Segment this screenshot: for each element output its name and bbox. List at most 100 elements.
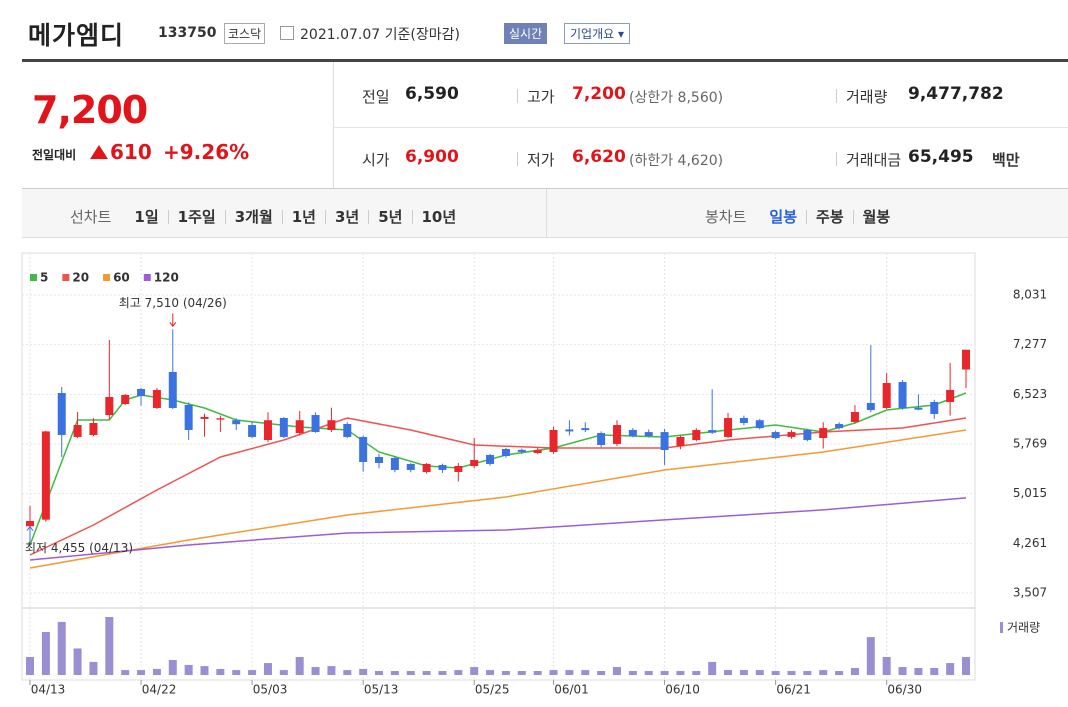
value: 6,900 bbox=[405, 147, 459, 167]
period-tab[interactable]: 1주일 bbox=[167, 209, 225, 224]
base-date: 2021.07.07 기준(장마감) bbox=[300, 27, 460, 43]
volume-bar bbox=[137, 670, 146, 675]
period-tab[interactable]: 일봉 bbox=[769, 207, 798, 226]
candle-body bbox=[232, 420, 241, 425]
volume-bar bbox=[406, 671, 415, 675]
candle-body bbox=[486, 455, 495, 464]
candle-body bbox=[73, 425, 82, 437]
label: 저가 bbox=[527, 151, 555, 169]
volume-bar bbox=[850, 667, 859, 675]
candle-body bbox=[787, 432, 796, 437]
volume-bar bbox=[89, 661, 98, 675]
volume-bar bbox=[962, 657, 970, 675]
calendar-icon bbox=[280, 26, 294, 40]
volume-bar bbox=[184, 664, 193, 675]
period-tab[interactable]: 1년 bbox=[281, 209, 325, 224]
candle-body bbox=[454, 466, 463, 472]
tab-bar bbox=[22, 189, 1068, 238]
candle-body bbox=[882, 383, 891, 408]
legend-swatch bbox=[143, 274, 151, 281]
value: 9,477,782 bbox=[908, 84, 1004, 104]
volume-bar bbox=[898, 667, 907, 675]
volume-bar bbox=[866, 637, 875, 675]
volume-bar bbox=[248, 670, 257, 675]
period-tab[interactable]: 3년 bbox=[325, 209, 368, 224]
candle-body bbox=[914, 407, 923, 410]
company-button[interactable]: 기업개요 ▾ bbox=[564, 23, 631, 44]
volume-bar bbox=[676, 671, 685, 675]
volume-bar bbox=[739, 670, 748, 675]
note: (하한가 4,620) bbox=[629, 153, 724, 169]
candle-body bbox=[628, 429, 637, 437]
volume-bar bbox=[724, 670, 733, 675]
x-tick-label: 04/22 bbox=[142, 683, 177, 697]
change: 610 bbox=[110, 140, 152, 164]
volume-bar bbox=[121, 670, 130, 675]
legend-label: 60 bbox=[113, 271, 130, 285]
volume-bar bbox=[41, 631, 50, 675]
realtime-button[interactable]: 실시간 bbox=[504, 23, 548, 44]
volume-bar bbox=[692, 671, 701, 675]
divider bbox=[334, 127, 1068, 128]
y-tick-label: 3,507 bbox=[1013, 586, 1047, 600]
candle-chart-tabs: 봉차트 일봉 주봉 월봉 bbox=[705, 206, 899, 227]
y-tick-label: 6,523 bbox=[1013, 387, 1047, 401]
candle-body bbox=[581, 428, 590, 431]
period-tab[interactable]: 1일 bbox=[134, 207, 159, 226]
label: 거래량 bbox=[846, 88, 888, 106]
moving-average-line bbox=[29, 392, 967, 546]
candle-body bbox=[517, 449, 526, 452]
volume-bar bbox=[501, 671, 510, 675]
period-tab[interactable]: 5년 bbox=[368, 209, 411, 224]
legend-swatch bbox=[62, 274, 70, 281]
candle-body bbox=[152, 389, 161, 408]
y-tick-label: 4,261 bbox=[1013, 536, 1047, 550]
change-label: 전일대비 bbox=[32, 148, 77, 162]
volume-bar bbox=[200, 666, 209, 675]
candle-body bbox=[57, 393, 66, 435]
x-tick-label: 05/03 bbox=[253, 683, 288, 697]
volume-bar bbox=[279, 670, 288, 675]
candle-body bbox=[724, 417, 733, 437]
candle-body bbox=[200, 416, 209, 419]
candle-body bbox=[248, 425, 257, 437]
y-tick-label: 5,769 bbox=[1013, 437, 1047, 451]
candle-body bbox=[850, 411, 859, 422]
candle-body bbox=[137, 388, 146, 396]
period-tab[interactable]: 주봉 bbox=[806, 209, 853, 224]
volume-bar bbox=[26, 656, 34, 675]
separator bbox=[517, 152, 518, 166]
volume-bar bbox=[517, 671, 526, 675]
candle-body bbox=[946, 389, 955, 402]
volume-bar bbox=[343, 670, 352, 675]
candle-body bbox=[866, 402, 875, 411]
legend-swatch bbox=[30, 274, 37, 281]
value: 7,200 bbox=[572, 84, 626, 104]
volume-bar bbox=[549, 670, 558, 675]
candle-body bbox=[612, 425, 621, 444]
volume-bar bbox=[644, 671, 653, 675]
candle-body bbox=[359, 436, 368, 462]
candle-body bbox=[597, 432, 606, 445]
candle-body bbox=[311, 415, 320, 433]
volume-bar bbox=[565, 670, 574, 675]
value: 6,590 bbox=[405, 84, 459, 104]
volume-bar bbox=[708, 661, 717, 675]
candle-body bbox=[898, 382, 907, 408]
candle-body bbox=[676, 436, 685, 446]
price-box bbox=[22, 62, 334, 188]
moving-average-line bbox=[29, 497, 967, 561]
divider bbox=[22, 188, 1068, 189]
volume-bar bbox=[946, 663, 955, 675]
divider bbox=[546, 189, 547, 237]
high-annotation: 최고 7,510 (04/26) bbox=[119, 296, 227, 310]
volume-bar bbox=[914, 667, 923, 675]
volume-bar bbox=[660, 671, 669, 675]
period-tab[interactable]: 3개월 bbox=[224, 209, 282, 224]
candle-body bbox=[470, 460, 479, 467]
separator bbox=[836, 89, 837, 103]
candle-body bbox=[89, 422, 98, 435]
period-tab[interactable]: 10년 bbox=[411, 209, 466, 224]
period-tab[interactable]: 월봉 bbox=[852, 209, 900, 224]
candle-body bbox=[184, 405, 193, 430]
